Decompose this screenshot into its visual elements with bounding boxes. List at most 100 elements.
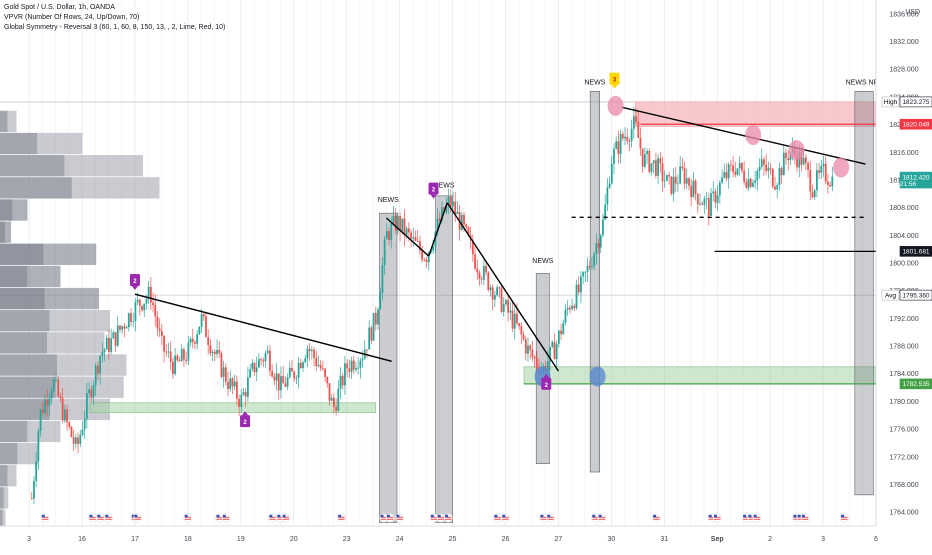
candle-body: [72, 437, 75, 444]
candle-body: [160, 331, 163, 336]
us-flag-stripe: [338, 516, 345, 518]
zone-red: [634, 101, 877, 127]
volume-profile-row-up: [0, 243, 44, 265]
price-tick-label: 1792.000: [889, 316, 918, 323]
volume-profile-row: [0, 132, 83, 155]
us-flag-stripe: [502, 516, 509, 518]
price-tick-label: 1800.000: [889, 261, 918, 268]
trend-line: [621, 106, 866, 165]
candle-body: [727, 164, 730, 179]
volume-profile-row: [0, 265, 61, 288]
price-axis-background: [876, 0, 932, 550]
candle-body: [291, 367, 293, 372]
signal-badge: 2: [541, 373, 552, 390]
us-flag-canton: [131, 514, 135, 518]
candle-body: [496, 287, 499, 296]
candle-body: [436, 218, 439, 232]
us-flag-canton: [547, 514, 551, 518]
volume-profile-row: [0, 177, 160, 199]
candle-body: [103, 349, 106, 353]
price-tag-box: [899, 118, 932, 130]
us-flag-stripe: [540, 516, 547, 518]
candle-body: [339, 375, 342, 389]
candle-body: [498, 287, 501, 289]
candle-body: [646, 150, 648, 155]
candle-body: [200, 314, 203, 327]
candle-body: [549, 346, 551, 362]
candle-body: [588, 265, 591, 268]
us-flag-stripe: [841, 516, 848, 518]
candle-body: [99, 355, 102, 374]
candle-body: [599, 235, 602, 248]
vpvr-indicator-label[interactable]: VPVR (Number Of Rows, 24, Up/Down, 70): [4, 14, 140, 21]
us-flag-canton: [494, 514, 498, 518]
candle-body: [659, 158, 662, 164]
candle-body: [130, 313, 132, 322]
candle-body: [83, 418, 86, 430]
time-tick-label: 19: [237, 536, 245, 543]
pink-reversal-marker: [607, 95, 624, 116]
news-label: NEWS: [584, 79, 605, 86]
candle-body: [747, 178, 750, 188]
candle-body: [827, 181, 829, 185]
candle-body: [580, 276, 582, 293]
candle-body: [595, 243, 598, 254]
candle-body: [606, 187, 609, 205]
candle-body: [654, 160, 657, 176]
candle-body: [158, 328, 161, 332]
candle-body: [577, 284, 580, 293]
us-flag-canton: [105, 514, 109, 518]
candle-body: [718, 182, 721, 196]
candle-body: [491, 287, 494, 300]
economic-event-icons: [40, 513, 849, 523]
candle-body: [125, 327, 128, 329]
us-flag-stripe: [386, 518, 394, 520]
us-flag-canton: [430, 514, 434, 518]
us-flag-stripe: [380, 516, 387, 518]
candle-body: [348, 368, 351, 372]
candle-body: [824, 163, 827, 182]
candle-body: [756, 170, 759, 181]
volume-profile-row: [0, 287, 99, 310]
volume-profile-row-up: [0, 442, 18, 465]
symbol-title[interactable]: Gold Spot / U.S. Dollar, 1h, OANDA: [4, 4, 115, 11]
us-flag-stripe: [89, 518, 96, 520]
candle-body: [44, 400, 46, 414]
candle-body: [617, 141, 620, 155]
us-flag-stripe: [743, 516, 750, 518]
us-flag-stripe: [592, 518, 599, 520]
signal-badge-label: 2: [432, 188, 436, 194]
candle-body: [809, 169, 812, 192]
us-flag-canton: [134, 514, 138, 518]
candle-body: [330, 397, 333, 401]
candle-body: [174, 355, 177, 374]
candle-body: [350, 360, 353, 372]
us-flag-stripe: [748, 518, 755, 520]
us-flag-canton: [445, 514, 449, 518]
us-flag-stripe: [540, 518, 547, 520]
candle-body: [478, 272, 481, 279]
price-tag-value: 1820.049: [902, 122, 929, 129]
candle-body: [97, 365, 99, 374]
price-tick-label: 1804.000: [889, 233, 918, 240]
candle-body: [699, 203, 701, 205]
candle-body: [277, 373, 280, 391]
candle-body: [233, 381, 236, 387]
candle-body: [399, 216, 401, 232]
candle-body: [716, 195, 719, 203]
signal-badge-pointer: [611, 84, 618, 89]
trend-line: [428, 202, 448, 257]
price-tick-label: 1788.000: [889, 344, 918, 351]
candle-body: [55, 379, 57, 381]
us-flag-stripe: [277, 516, 284, 518]
candle-body: [712, 191, 715, 194]
candle-body: [310, 349, 313, 352]
volume-profile-row-up: [0, 465, 8, 487]
symmetry-indicator-label[interactable]: Global Symmetry - Reversal 3 (60, 1, 60,…: [4, 24, 226, 31]
candle-body: [447, 196, 450, 205]
candle-body: [35, 461, 38, 481]
us-flag-stripe: [380, 518, 387, 520]
blue-support-marker: [589, 366, 606, 387]
